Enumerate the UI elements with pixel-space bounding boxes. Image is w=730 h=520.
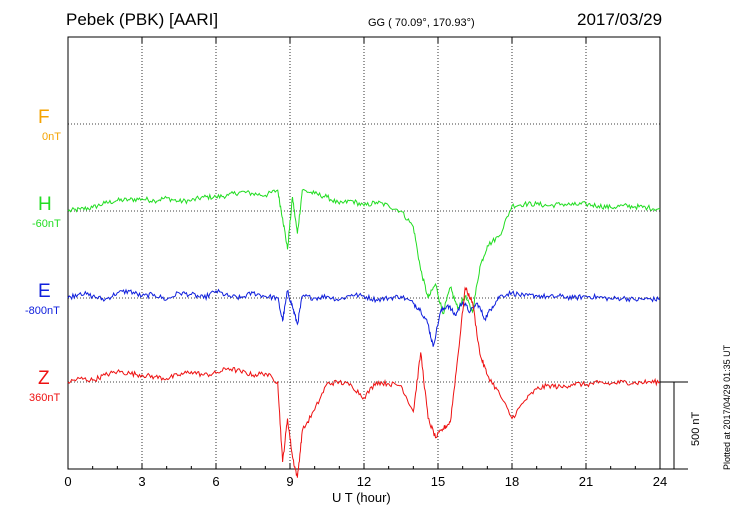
component-h-name: H (38, 194, 52, 215)
trace-z (67, 286, 661, 478)
component-e-baseline: -800nT (25, 305, 60, 317)
trace-h (67, 188, 661, 315)
component-h-baseline: -60nT (32, 218, 61, 230)
trace-e (67, 288, 661, 347)
scale-bar (660, 381, 688, 470)
x-axis-ticks: 0 3 6 9 12 15 18 21 24 (64, 37, 667, 489)
plotted-timestamp: Plotted at 2017/04/29 01:35 UT (722, 344, 730, 470)
x-tick-label: 21 (579, 474, 593, 489)
component-z-baseline: 360nT (29, 392, 61, 404)
x-axis-label: U T (hour) (332, 490, 391, 505)
grid-lines (68, 37, 660, 469)
x-tick-label: 6 (212, 474, 219, 489)
component-e-name: E (38, 281, 51, 302)
x-tick-label: 15 (431, 474, 445, 489)
x-tick-label: 0 (64, 474, 71, 489)
component-f-baseline: 0nT (42, 131, 61, 143)
x-tick-label: 18 (505, 474, 519, 489)
x-tick-label: 3 (138, 474, 145, 489)
data-traces (67, 188, 661, 478)
station-title: Pebek (PBK) [AARI] (66, 10, 219, 29)
scale-bar-label: 500 nT (690, 411, 702, 446)
x-tick-label: 9 (286, 474, 293, 489)
component-z-name: Z (38, 368, 50, 389)
component-f-name: F (38, 107, 50, 128)
x-tick-label: 12 (357, 474, 371, 489)
coordinates-label: GG ( 70.09°, 170.93°) (368, 17, 475, 29)
x-tick-label: 24 (653, 474, 667, 489)
date-label: 2017/03/29 (577, 10, 663, 29)
